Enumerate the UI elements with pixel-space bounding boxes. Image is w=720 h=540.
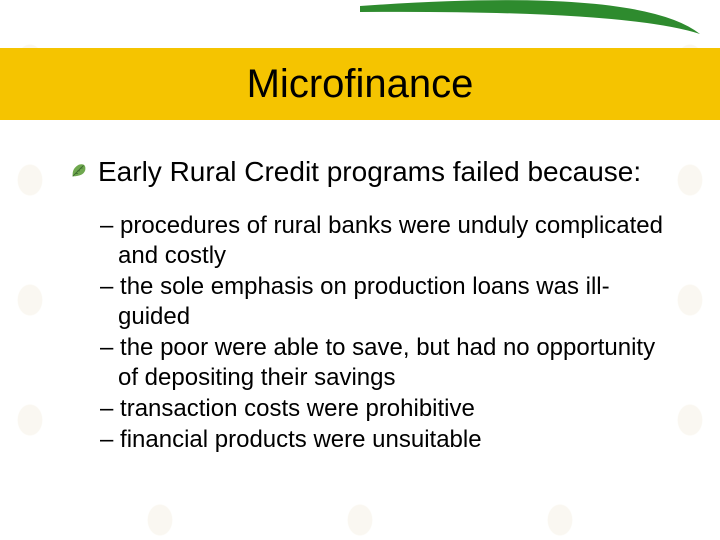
lead-text: Early Rural Credit programs failed becau…	[98, 155, 641, 189]
list-item: – transaction costs were prohibitive	[100, 394, 680, 424]
sub-bullet-list: – procedures of rural banks were unduly …	[100, 211, 680, 455]
list-item: – financial products were unsuitable	[100, 425, 680, 455]
lead-bullet-row: Early Rural Credit programs failed becau…	[70, 155, 680, 189]
dash-bullet: –	[100, 426, 113, 453]
title-bar: Microfinance	[0, 48, 720, 120]
list-item: – procedures of rural banks were unduly …	[100, 211, 680, 271]
leaf-icon	[70, 161, 88, 179]
list-item-text: procedures of rural banks were unduly co…	[118, 212, 663, 269]
dash-bullet: –	[100, 334, 113, 361]
list-item: – the poor were able to save, but had no…	[100, 333, 680, 393]
header-swoosh	[0, 0, 720, 50]
content-area: Early Rural Credit programs failed becau…	[70, 155, 680, 456]
dash-bullet: –	[100, 395, 113, 422]
slide-title: Microfinance	[247, 62, 474, 107]
list-item: – the sole emphasis on production loans …	[100, 272, 680, 332]
dash-bullet: –	[100, 273, 113, 300]
list-item-text: the sole emphasis on production loans wa…	[118, 273, 610, 330]
list-item-text: transaction costs were prohibitive	[120, 395, 475, 422]
list-item-text: financial products were unsuitable	[120, 426, 482, 453]
list-item-text: the poor were able to save, but had no o…	[118, 334, 655, 391]
dash-bullet: –	[100, 212, 113, 239]
